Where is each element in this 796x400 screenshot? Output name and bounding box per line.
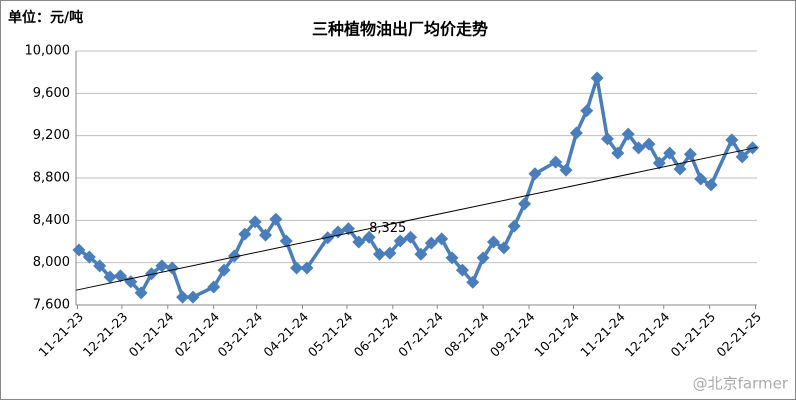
marker — [549, 155, 563, 169]
trendline — [75, 146, 758, 291]
marker — [486, 235, 500, 249]
marker — [445, 251, 459, 265]
marker — [497, 241, 511, 255]
marker — [372, 247, 386, 261]
marker — [404, 230, 418, 244]
marker — [352, 235, 366, 249]
marker — [155, 259, 169, 273]
marker — [227, 249, 241, 263]
marker — [455, 263, 469, 277]
marker — [93, 259, 107, 273]
marker — [580, 104, 594, 118]
y-tick-label: 8,800 — [33, 171, 70, 186]
marker — [186, 290, 200, 304]
y-tick-label: 7,600 — [33, 298, 70, 313]
marker — [362, 230, 376, 244]
marker — [269, 212, 283, 226]
marker — [435, 232, 449, 246]
marker — [569, 126, 583, 140]
unit-label: 单位：元/吨 — [8, 9, 83, 26]
marker — [632, 141, 646, 155]
marker — [600, 132, 614, 146]
marker — [673, 162, 687, 176]
marker — [694, 172, 708, 186]
marker — [290, 261, 304, 275]
marker — [165, 261, 179, 275]
marker — [103, 270, 117, 284]
marker — [258, 228, 272, 242]
marker — [393, 234, 407, 248]
y-tick-label: 9,600 — [33, 86, 70, 101]
marker — [248, 215, 262, 229]
marker — [507, 219, 521, 233]
marker — [300, 261, 314, 275]
marker — [134, 286, 148, 300]
marker — [72, 243, 86, 257]
marker — [611, 146, 625, 160]
marker — [704, 178, 718, 192]
marker — [207, 280, 221, 294]
y-tick-label: 8,400 — [33, 213, 70, 228]
marker — [331, 225, 345, 239]
y-tick-label: 9,200 — [33, 128, 70, 143]
marker — [725, 133, 739, 147]
marker — [642, 137, 656, 151]
marker — [528, 167, 542, 181]
marker — [414, 247, 428, 261]
marker — [518, 197, 532, 211]
marker — [466, 275, 480, 289]
marker — [279, 234, 293, 248]
marker — [238, 227, 252, 241]
marker — [176, 290, 190, 304]
marker — [145, 267, 159, 281]
marker — [621, 127, 635, 141]
marker — [735, 150, 749, 164]
trendline-label: 8,325 — [369, 221, 406, 236]
watermark: @北京farmer — [693, 375, 789, 393]
marker — [590, 71, 604, 85]
marker — [424, 236, 438, 250]
marker — [82, 250, 96, 264]
marker — [652, 156, 666, 170]
marker — [217, 263, 231, 277]
y-tick-label: 8,000 — [33, 255, 70, 270]
marker — [113, 269, 127, 283]
marker — [663, 146, 677, 160]
chart-title: 三种植物油出厂均价走势 — [312, 20, 488, 39]
marker — [476, 251, 490, 265]
marker — [683, 147, 697, 161]
marker — [559, 163, 573, 177]
marker — [383, 246, 397, 260]
y-tick-label: 10,000 — [25, 44, 71, 59]
